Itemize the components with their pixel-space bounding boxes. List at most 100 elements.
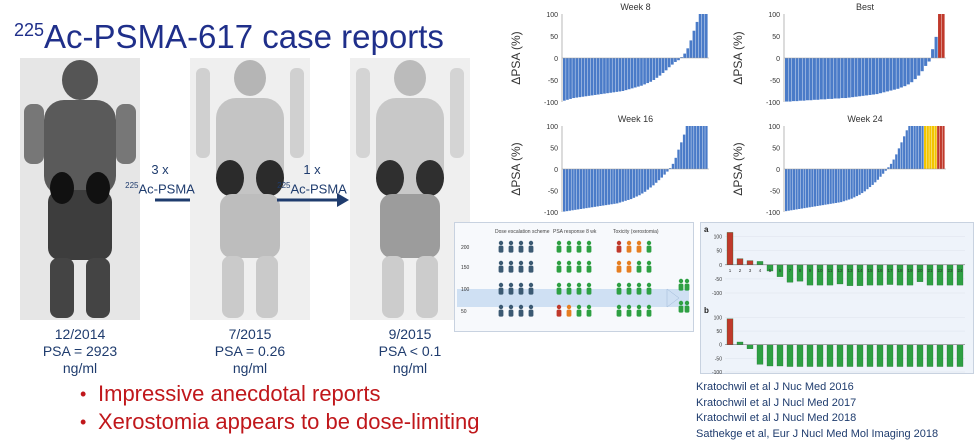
bar (802, 58, 806, 101)
bar (903, 58, 907, 87)
bar (638, 169, 641, 196)
x-tick-label: 14 (857, 268, 863, 273)
bar (610, 169, 613, 205)
bar (792, 169, 796, 210)
bar (590, 169, 594, 208)
x-tick-label: 1 (729, 268, 732, 273)
bar (851, 58, 855, 98)
arrow-1-sup: 225 (125, 181, 139, 190)
x-tick-label: 7 (789, 268, 792, 273)
bar (806, 344, 814, 367)
y-tick-label: 100 (768, 12, 780, 19)
bar (657, 169, 661, 181)
bar (926, 344, 934, 367)
bar (649, 58, 653, 82)
scan-2-psa: PSA = 0.26 (214, 343, 286, 359)
bar (726, 318, 734, 345)
bar (811, 169, 814, 207)
bar (686, 48, 690, 58)
bar (766, 344, 774, 367)
bar (913, 126, 916, 169)
bar (905, 130, 908, 169)
bar (819, 58, 823, 100)
dose-escalation-diagram: Dose escalation scheme PSA response 8 wk… (457, 229, 690, 317)
chart-title: Week 24 (847, 114, 882, 124)
bar (896, 344, 904, 367)
bar (830, 58, 834, 99)
bar (821, 169, 824, 206)
bar (785, 58, 789, 102)
dose-escalation-panel: Dose escalation scheme PSA response 8 wk… (454, 222, 694, 332)
bar (916, 344, 924, 367)
bar (621, 58, 625, 91)
bar (882, 58, 886, 93)
bar (593, 169, 597, 207)
bar (854, 58, 858, 97)
x-tick-label: 13 (847, 268, 853, 273)
bar (643, 58, 646, 85)
y-tick-label: 0 (554, 56, 558, 63)
bar (892, 159, 895, 169)
bar (824, 169, 827, 205)
scan-3-unit: ng/ml (392, 360, 428, 376)
y-tick-label: -100 (766, 210, 780, 217)
chart-title: Best (856, 2, 875, 12)
bar (596, 169, 599, 207)
bar (900, 142, 903, 169)
panel-label: b (704, 306, 709, 315)
y-axis-label: ΔPSA (%) (509, 31, 523, 84)
bar (800, 169, 803, 209)
bar (871, 169, 874, 185)
bar (688, 126, 691, 169)
bar (941, 14, 945, 58)
bar (796, 344, 804, 367)
bar (655, 169, 658, 183)
bar (787, 169, 790, 211)
bar (889, 163, 893, 169)
bar (896, 58, 900, 89)
reference-3: Kratochwil et al J Nucl Med 2018 (696, 412, 857, 424)
bar (876, 169, 880, 180)
bar (593, 58, 597, 95)
x-tick-label: 4 (759, 268, 762, 273)
y-tick-label: 0 (554, 167, 558, 174)
bar (897, 148, 901, 169)
bar (658, 58, 662, 76)
bar (829, 169, 832, 204)
bar (805, 58, 809, 101)
bar (680, 57, 683, 58)
bar (646, 58, 649, 84)
title-superscript: 225 (14, 20, 45, 40)
y-tick-label: -50 (715, 277, 722, 283)
y-tick-label: -50 (770, 78, 780, 85)
bar (641, 169, 644, 194)
bar (696, 126, 700, 169)
bar (937, 126, 940, 169)
bar (680, 142, 683, 169)
panel-label: a (704, 225, 709, 234)
bar (816, 58, 820, 100)
bar (691, 126, 694, 169)
bar (826, 344, 834, 367)
y-tick-label: 100 (714, 315, 723, 321)
arrow-2-label: 1 x 225Ac-PSMA (262, 162, 362, 197)
bar (699, 126, 703, 169)
bar (667, 58, 671, 68)
bar (918, 126, 921, 169)
bar (920, 58, 924, 72)
bar (913, 58, 917, 80)
bar (602, 169, 605, 206)
bar (671, 163, 675, 169)
bar (776, 344, 784, 367)
header-1: Dose escalation scheme (495, 229, 550, 235)
arrow-1-agent: Ac-PSMA (138, 181, 195, 197)
bar (612, 58, 616, 93)
bar (663, 169, 666, 175)
bar (795, 169, 798, 210)
y-tick-label: -100 (712, 370, 722, 376)
waterfall-week16: Week 16 ΔPSA (%) 100 50 0 -50 -100 (509, 114, 709, 217)
arrow-2-agent: Ac-PSMA (290, 181, 347, 197)
x-tick-label: 22 (937, 268, 943, 273)
bar (624, 58, 628, 91)
bar (938, 14, 942, 58)
